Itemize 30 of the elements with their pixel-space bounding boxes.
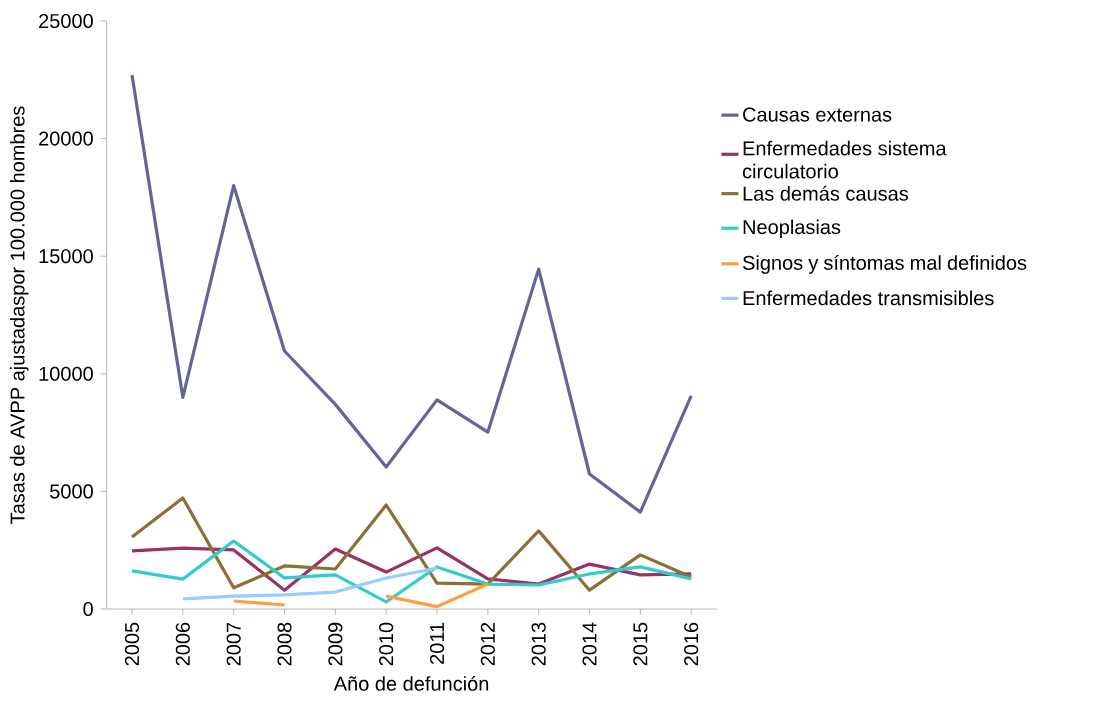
x-tick-label: 2008 [277,622,292,666]
legend-label: Causas externas [743,107,892,122]
legend-label: Las demás causas [743,185,909,201]
x-tick-label: 2015 [633,622,648,666]
legend-label: Enfermedades transmisibles [743,290,994,306]
x-tick-label: 2016 [684,622,699,666]
x-tick-label: 2014 [582,622,597,666]
legend-label: Enfermedades sistema circulatorio [742,140,947,179]
x-tick-label: 2011 [429,622,445,664]
y-tick-label: 25000 [39,13,93,29]
y-axis-title: Tasas de AVPP ajustadaspor 100.000 hombres [9,106,29,524]
y-tick-label: 20000 [39,131,93,146]
x-tick-label: 2006 [175,622,190,666]
line-series [181,566,439,601]
x-tick-label: 2005 [124,622,140,666]
line-series [130,496,693,592]
y-tick-label: 15000 [39,249,93,264]
x-tick-label: 2012 [480,622,495,666]
x-tick-label: 2009 [328,622,343,666]
legend-label: Neoplasias [743,219,841,239]
legend-label: Signos y síntomas mal definidos [742,254,1027,274]
line-series [130,73,693,514]
y-tick-label: 5000 [50,484,93,499]
y-tick-label: 0 [83,601,93,617]
line-series [130,539,693,604]
y-tick-label: 10000 [39,366,93,381]
x-tick-label: 2010 [379,622,394,666]
x-tick-label: 2013 [531,622,546,666]
x-tick-label: 2007 [226,622,241,666]
x-axis-title: Año de defunción [333,675,489,691]
